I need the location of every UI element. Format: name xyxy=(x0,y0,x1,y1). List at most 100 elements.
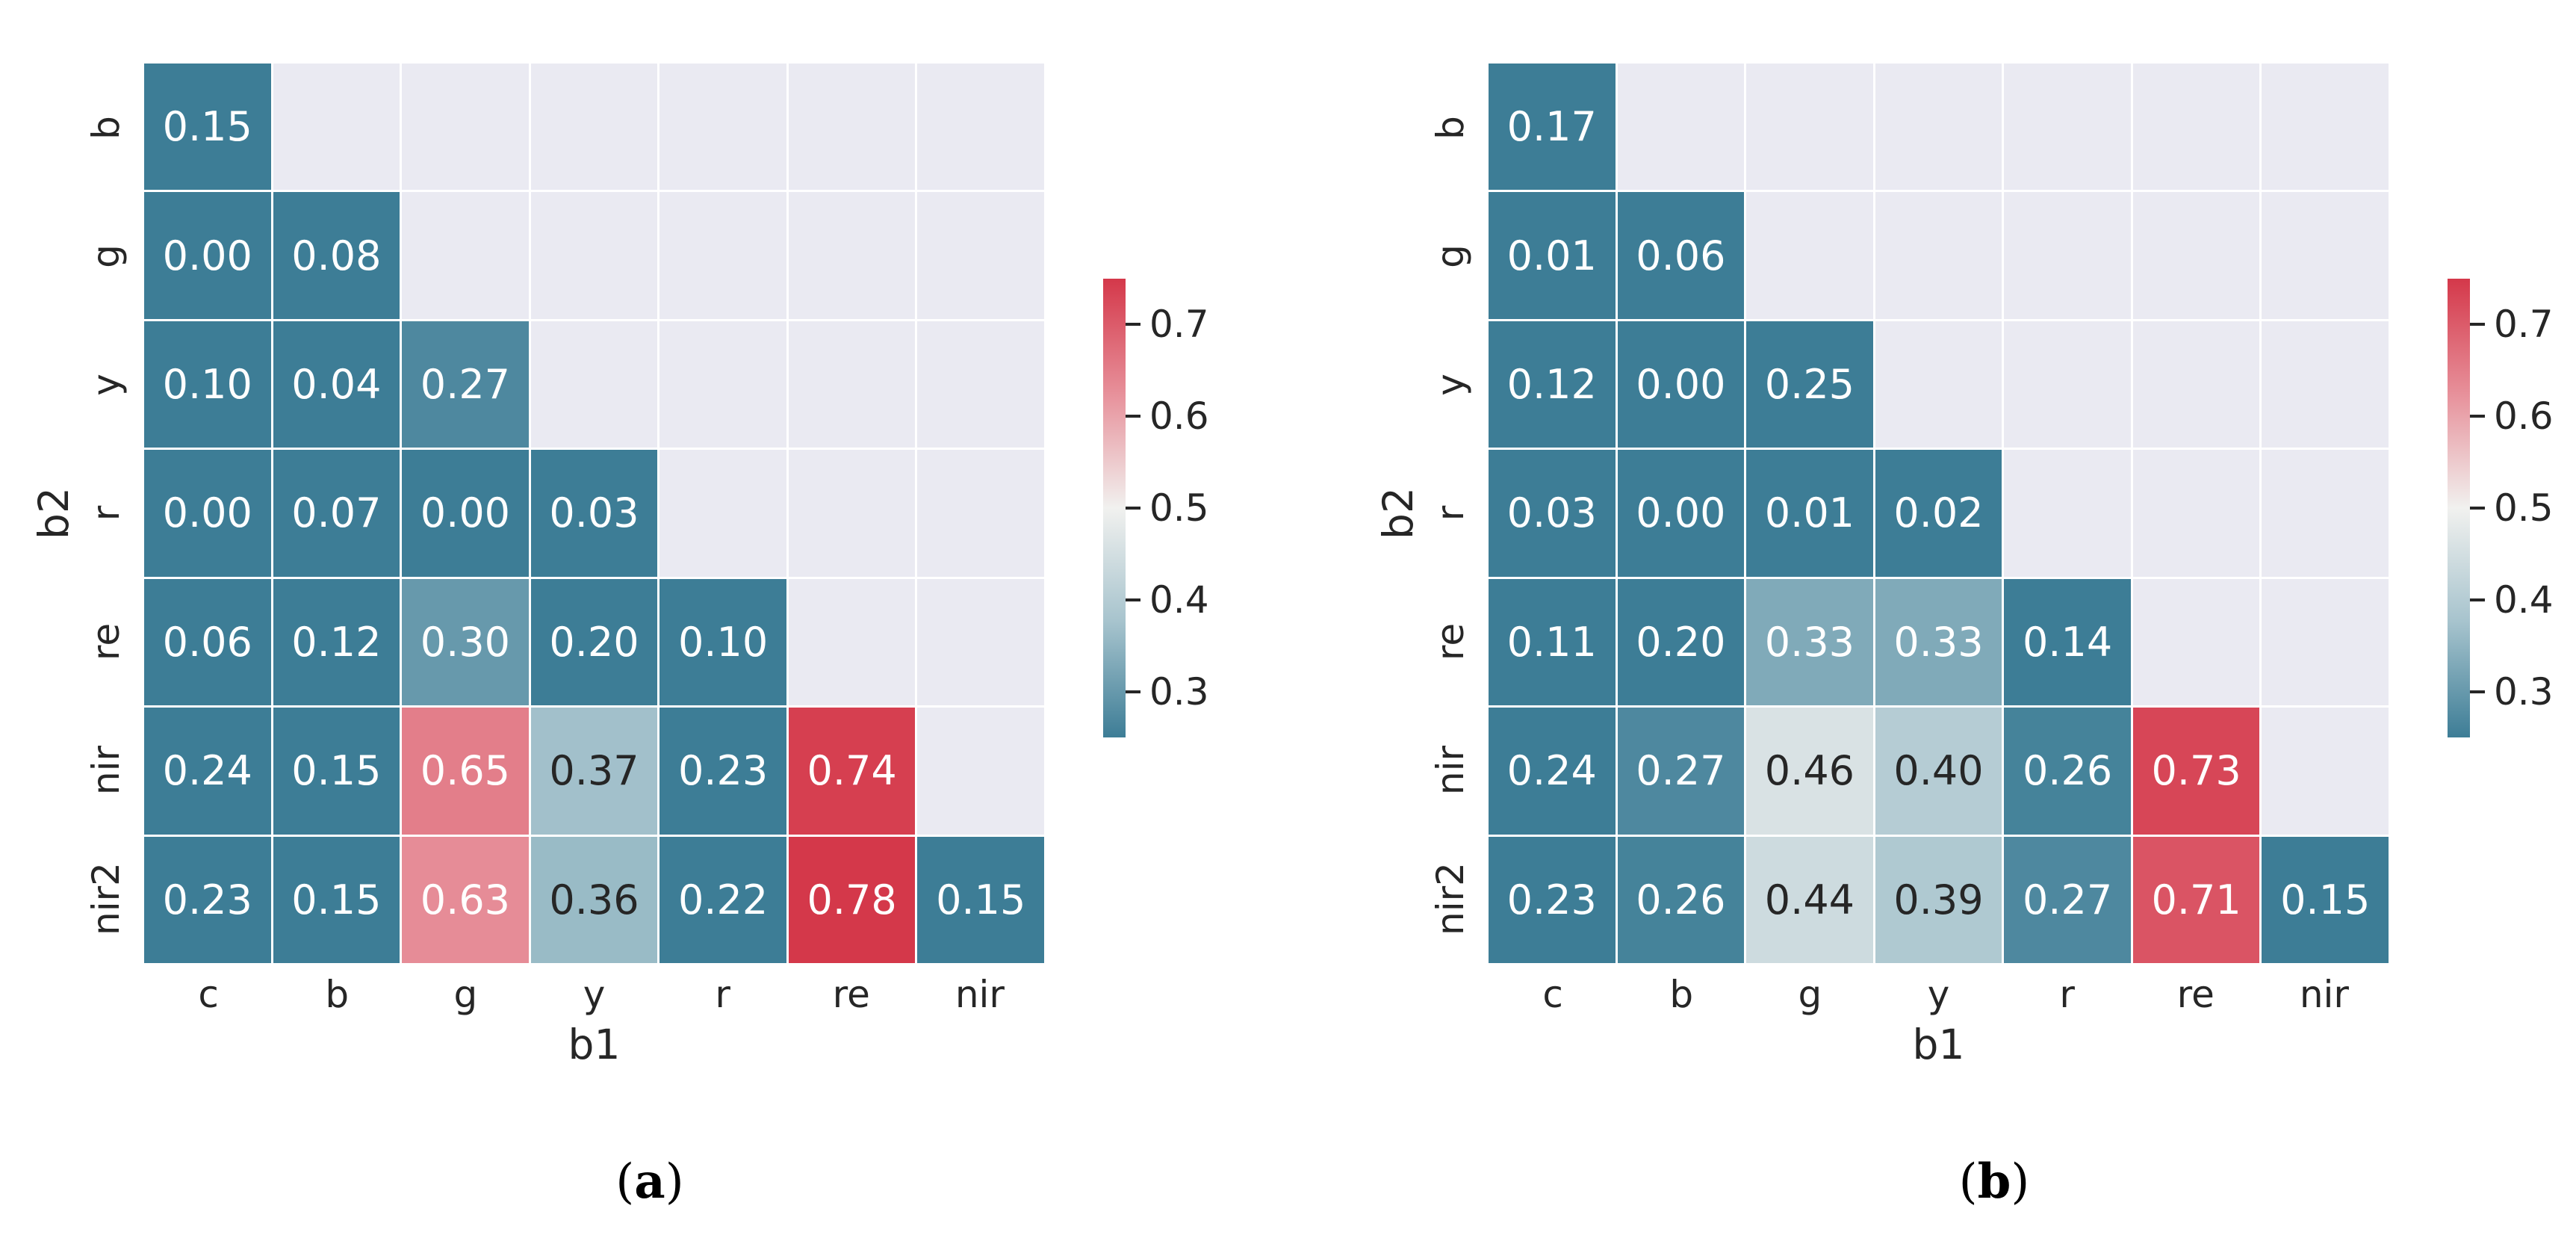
heatmap-cell: 0.20 xyxy=(1617,578,1745,706)
y-axis-label-b: b2 xyxy=(1374,487,1422,539)
colorbar-tick-mark xyxy=(1126,598,1140,601)
x-tick-label: g xyxy=(453,973,478,1016)
heatmap-cell: 0.37 xyxy=(530,708,658,835)
y-tick-label: re xyxy=(1429,622,1472,661)
y-tick-label: y xyxy=(1429,374,1472,396)
heatmap-cell: 0.11 xyxy=(1489,578,1616,706)
heatmap-cell: 0.39 xyxy=(1875,836,2002,963)
y-tick-label: g xyxy=(84,244,128,268)
x-tick-label: re xyxy=(2176,973,2215,1016)
colorbar-tick-mark xyxy=(2470,507,2485,510)
x-tick-label: b xyxy=(1669,973,1694,1016)
colorbar-tick-label: 0.6 xyxy=(1149,394,1209,439)
y-tick-label: nir xyxy=(1429,745,1472,796)
x-axis-label-b: b1 xyxy=(1912,1021,1965,1068)
heatmap-cell: 0.78 xyxy=(788,836,916,963)
heatmap-cell: 0.10 xyxy=(144,321,271,448)
heatmap-empty-cell xyxy=(1875,321,2002,448)
heatmap-cell: 0.00 xyxy=(144,450,271,577)
heatmap-cell: 0.03 xyxy=(530,450,658,577)
colorbar-tick-label: 0.3 xyxy=(2494,669,2554,714)
x-tick-label: r xyxy=(2059,973,2075,1016)
heatmap-empty-cell xyxy=(402,64,529,191)
colorbar-tick-mark xyxy=(2470,415,2485,418)
heatmap-empty-cell xyxy=(659,192,786,319)
caption-b-letter: b xyxy=(1977,1154,2011,1210)
heatmap-cell: 0.46 xyxy=(1746,708,1873,835)
caption-b-open-paren: ( xyxy=(1958,1154,1978,1210)
heatmap-cell: 0.08 xyxy=(273,192,400,319)
x-axis-label-a: b1 xyxy=(568,1021,621,1068)
x-tick-label: c xyxy=(1542,973,1563,1016)
x-tick-label: c xyxy=(198,973,219,1016)
heatmap-cell: 0.27 xyxy=(402,321,529,448)
colorbar-tick-label: 0.3 xyxy=(1149,669,1209,714)
heatmap-empty-cell xyxy=(2004,64,2131,191)
heatmap-cell: 0.63 xyxy=(402,836,529,963)
colorbar-a xyxy=(1103,279,1126,737)
heatmap-cell: 0.07 xyxy=(273,450,400,577)
heatmap-cell: 0.15 xyxy=(273,708,400,835)
heatmap-cell: 0.33 xyxy=(1875,578,2002,706)
heatmap-a: 0.15 0.00 0.08 0.10 0.04 0.27 0.00 0.07 0.00 0.03… xyxy=(144,64,1044,963)
heatmap-cell: 0.00 xyxy=(144,192,271,319)
colorbar-gradient xyxy=(2448,279,2470,737)
heatmap-empty-cell xyxy=(1875,192,2002,319)
x-tick-label: nir xyxy=(2299,973,2349,1016)
heatmap-empty-cell xyxy=(402,192,529,319)
x-tick-label: re xyxy=(832,973,870,1016)
heatmap-empty-cell xyxy=(917,450,1044,577)
heatmap-empty-cell xyxy=(917,321,1044,448)
colorbar-tick-mark xyxy=(2470,598,2485,601)
x-tick-label: y xyxy=(1927,973,1950,1016)
heatmap-cell: 0.06 xyxy=(1617,192,1745,319)
heatmap-cell: 0.65 xyxy=(402,708,529,835)
heatmap-cell: 0.15 xyxy=(273,836,400,963)
caption-a-open-paren: ( xyxy=(615,1154,635,1210)
heatmap-empty-cell xyxy=(1746,64,1873,191)
y-tick-label: r xyxy=(1429,505,1472,522)
caption-a: (a) xyxy=(144,1152,1155,1212)
x-tick-label: g xyxy=(1798,973,1822,1016)
heatmap-cell: 0.00 xyxy=(402,450,529,577)
colorbar-tick-mark xyxy=(1126,690,1140,693)
heatmap-empty-cell xyxy=(2262,192,2389,319)
heatmap-empty-cell xyxy=(2132,64,2260,191)
heatmap-empty-cell xyxy=(2132,578,2260,706)
colorbar-b xyxy=(2448,279,2470,737)
heatmap-cell: 0.15 xyxy=(144,64,271,191)
colorbar-tick-label: 0.4 xyxy=(1149,578,1209,622)
heatmap-empty-cell xyxy=(788,192,916,319)
heatmap-cell: 0.36 xyxy=(530,836,658,963)
colorbar-tick-label: 0.6 xyxy=(2494,394,2554,439)
caption-b-close-paren: ) xyxy=(2011,1154,2030,1210)
caption-b: (b) xyxy=(1489,1152,2500,1212)
y-tick-label: re xyxy=(84,622,128,661)
heatmap-cell: 0.26 xyxy=(1617,836,1745,963)
x-tick-label: r xyxy=(715,973,730,1016)
colorbar-tick-mark xyxy=(1126,323,1140,327)
heatmap-empty-cell xyxy=(788,321,916,448)
heatmap-cell: 0.33 xyxy=(1746,578,1873,706)
heatmap-cell: 0.73 xyxy=(2132,708,2260,835)
heatmap-cell: 0.12 xyxy=(273,578,400,706)
heatmap-empty-cell xyxy=(2132,450,2260,577)
heatmap-cell: 0.44 xyxy=(1746,836,1873,963)
heatmap-empty-cell xyxy=(2262,321,2389,448)
colorbar-tick-label: 0.5 xyxy=(2494,486,2554,530)
x-tick-label: y xyxy=(583,973,606,1016)
heatmap-cell: 0.06 xyxy=(144,578,271,706)
heatmap-empty-cell xyxy=(530,64,658,191)
heatmap-empty-cell xyxy=(659,450,786,577)
heatmap-empty-cell xyxy=(2004,321,2131,448)
heatmap-cell: 0.15 xyxy=(2262,836,2389,963)
heatmap-cell: 0.00 xyxy=(1617,321,1745,448)
heatmap-cell: 0.04 xyxy=(273,321,400,448)
x-tick-label: nir xyxy=(955,973,1005,1016)
y-axis-label-a: b2 xyxy=(30,487,78,539)
heatmap-cell: 0.15 xyxy=(917,836,1044,963)
x-tick-label: b xyxy=(325,973,350,1016)
heatmap-empty-cell xyxy=(917,578,1044,706)
colorbar-tick-label: 0.4 xyxy=(2494,578,2554,622)
